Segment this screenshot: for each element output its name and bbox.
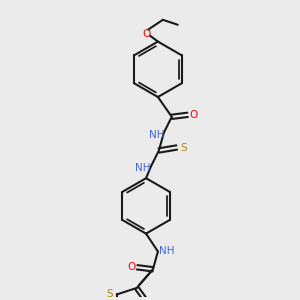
Text: NH: NH	[135, 163, 151, 173]
Text: O: O	[142, 29, 150, 39]
Text: O: O	[189, 110, 198, 120]
Text: S: S	[180, 142, 187, 152]
Text: O: O	[127, 262, 135, 272]
Text: S: S	[106, 290, 113, 299]
Text: NH: NH	[159, 246, 175, 256]
Text: NH: NH	[149, 130, 165, 140]
